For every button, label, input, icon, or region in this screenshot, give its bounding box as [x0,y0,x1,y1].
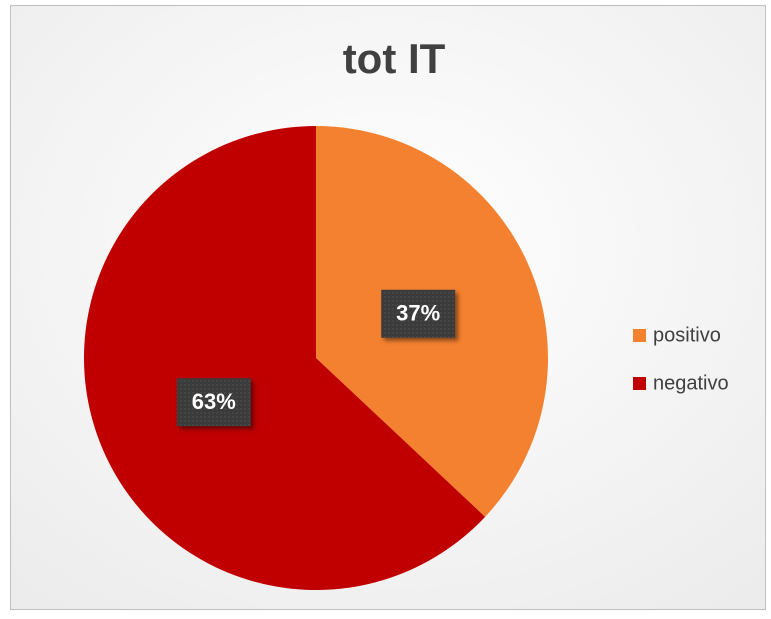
data-label: 37% [396,301,440,326]
legend-swatch [633,377,646,390]
legend-label: negativo [653,372,729,394]
data-label: 63% [192,389,236,414]
pie-slice [83,126,486,590]
chart-title: tot IT [343,35,446,82]
data-label-box [176,378,251,427]
data-label-box [381,289,456,338]
legend-label: positivo [653,324,721,346]
legend-swatch [633,329,646,342]
